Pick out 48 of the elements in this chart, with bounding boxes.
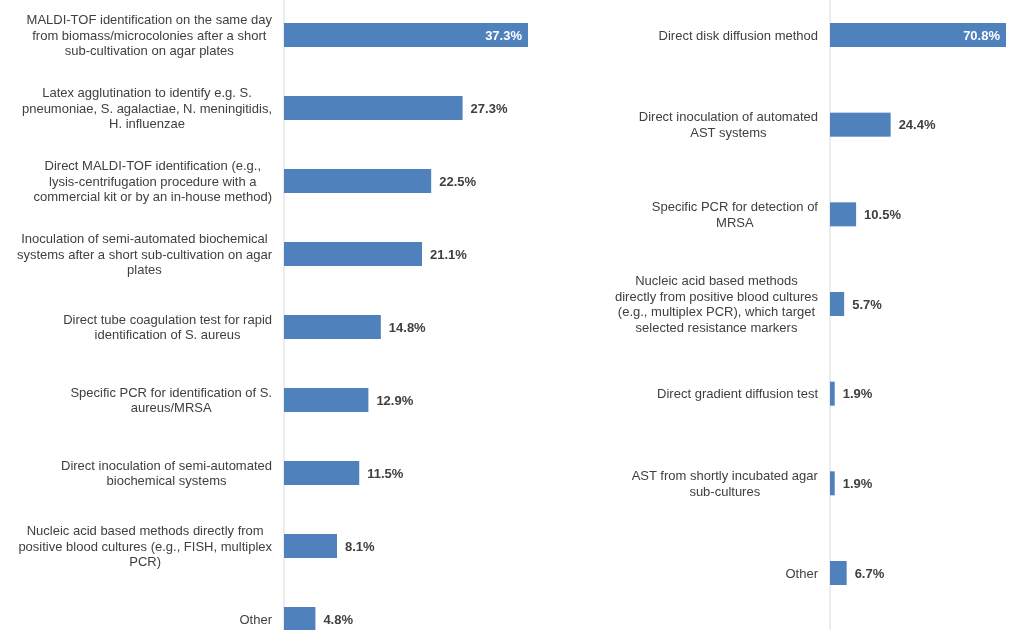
bar: [284, 534, 337, 558]
data-label: 1.9%: [842, 386, 873, 402]
bar: [284, 23, 528, 47]
y-tick-label: Other: [785, 565, 819, 581]
y-tick-label: Latex agglutination to identify e.g. S. pneumoniae, S. agalactiae, N. meningitidis, H. influenzae: [21, 84, 273, 132]
y-tick-label: AST from shortly incubated agar sub-cultures: [631, 468, 819, 499]
y-tick-label: Direct MALDI-TOF identification (e.g., lysis-centrifugation procedure with a commercial kit or by an in-house method): [33, 157, 272, 205]
data-label: 21.1%: [430, 246, 468, 262]
y-tick-label: Direct gradient diffusion test: [657, 386, 819, 402]
data-label: 5.7%: [852, 296, 883, 312]
data-label: 4.8%: [323, 611, 354, 627]
bar: [830, 112, 891, 137]
bar: [284, 315, 381, 339]
y-tick-label: Other: [239, 611, 273, 627]
bar: [830, 381, 835, 406]
bar: [284, 607, 316, 630]
data-label: 27.3%: [470, 100, 508, 116]
data-label: 22.5%: [439, 173, 477, 189]
data-label: 37.3%: [485, 27, 523, 43]
bar: [830, 23, 1006, 47]
bar: [284, 461, 360, 485]
data-label: 14.8%: [388, 319, 427, 335]
bar: [830, 471, 835, 496]
y-tick-label: Nucleic acid based methods directly from positive blood cultures (e.g., multiplex PCR), which target selected resistance markers: [614, 273, 819, 335]
y-tick-label: Direct inoculation of automated AST systems: [638, 109, 818, 140]
data-label: 8.1%: [344, 538, 376, 554]
data-label: 24.4%: [898, 117, 936, 133]
data-label: 6.7%: [854, 565, 885, 581]
bar: [830, 561, 847, 585]
y-tick-label: Direct disk diffusion method: [658, 27, 818, 43]
y-tick-label: Specific PCR for detection of MRSA: [651, 199, 819, 230]
bar: [284, 96, 463, 120]
bar: [830, 292, 845, 316]
data-label: 1.9%: [842, 475, 873, 491]
data-label: 12.9%: [376, 392, 414, 408]
bar: [284, 388, 369, 412]
data-label: 70.8%: [963, 27, 1001, 43]
y-tick-label: MALDI-TOF identification on the same day from biomass/microcolonies after a short sub-cultivation on agar plates: [26, 11, 273, 59]
data-label: 11.5%: [367, 465, 404, 481]
y-tick-label: Nucleic acid based methods directly from positive blood cultures (e.g., FISH, multiplex PCR): [18, 522, 273, 570]
bar: [830, 202, 857, 227]
y-tick-label: Inoculation of semi-automated biochemical systems after a short sub-cultivation on agar plates: [16, 230, 273, 278]
y-tick-label: Direct tube coagulation test for rapid identification of S. aureus: [63, 311, 272, 343]
bar: [284, 169, 432, 193]
y-tick-label: Direct inoculation of semi-automated biochemical systems: [61, 457, 273, 489]
data-label: 10.5%: [864, 206, 902, 222]
y-tick-label: Specific PCR for identification of S. aureus/MRSA: [70, 384, 272, 416]
bar: [284, 242, 423, 266]
